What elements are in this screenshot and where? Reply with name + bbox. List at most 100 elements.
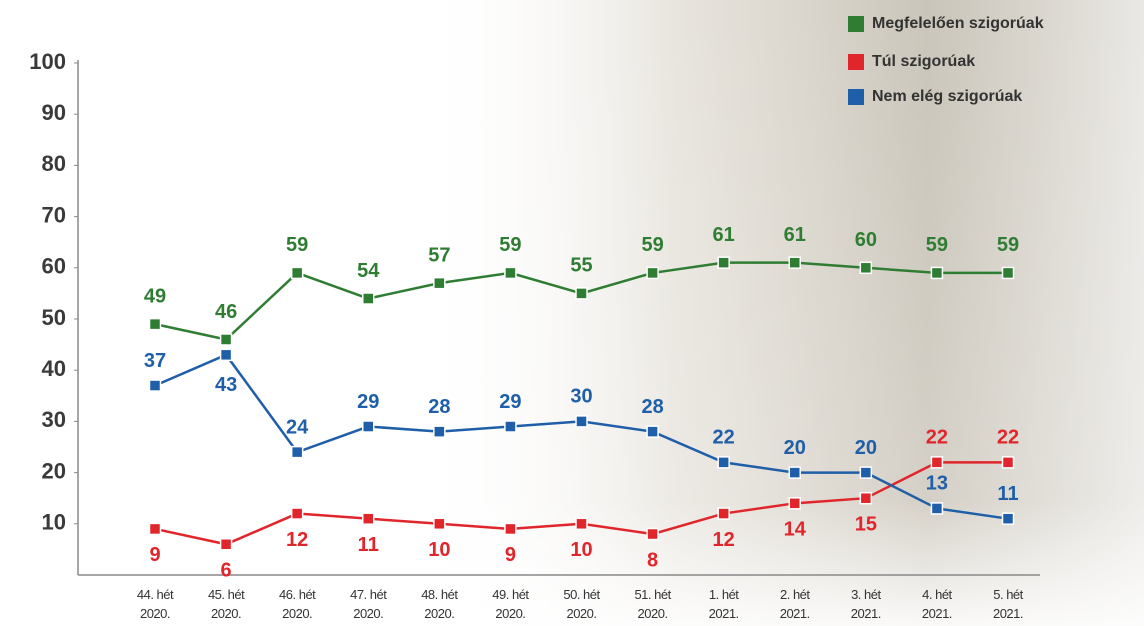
background-fade	[420, 0, 1144, 626]
legend-label: Megfelelően szigorúak	[872, 15, 1044, 32]
data-label: 9	[149, 544, 160, 566]
marker	[860, 493, 871, 504]
data-label: 22	[713, 427, 735, 449]
y-tick-label: 20	[42, 458, 66, 483]
data-label: 9	[505, 544, 516, 566]
y-tick-label: 60	[42, 254, 66, 279]
marker	[292, 447, 303, 458]
data-label: 12	[286, 529, 308, 551]
marker	[718, 457, 729, 468]
data-label: 22	[997, 427, 1019, 449]
marker	[221, 334, 232, 345]
legend-label: Túl szigorúak	[872, 53, 975, 70]
data-label: 46	[215, 301, 237, 323]
data-label: 59	[641, 234, 663, 256]
legend-swatch	[848, 16, 864, 32]
data-label: 55	[570, 255, 592, 277]
data-label: 61	[713, 224, 735, 246]
marker	[931, 267, 942, 278]
data-label: 28	[428, 396, 450, 418]
data-label: 59	[286, 234, 308, 256]
y-tick-label: 30	[42, 407, 66, 432]
marker	[1003, 267, 1014, 278]
data-label: 13	[926, 473, 948, 495]
marker	[647, 426, 658, 437]
marker	[931, 457, 942, 468]
data-label: 20	[855, 437, 877, 459]
marker	[292, 508, 303, 519]
data-label: 15	[855, 513, 877, 535]
marker	[576, 288, 587, 299]
data-label: 28	[641, 396, 663, 418]
data-label: 49	[144, 285, 166, 307]
data-label: 12	[713, 529, 735, 551]
data-label: 6	[221, 560, 232, 582]
data-label: 22	[926, 427, 948, 449]
marker	[789, 467, 800, 478]
data-label: 11	[997, 483, 1018, 505]
data-label: 29	[357, 391, 379, 413]
marker	[647, 529, 658, 540]
marker	[1003, 457, 1014, 468]
data-label: 59	[997, 234, 1019, 256]
marker	[150, 523, 161, 534]
marker	[505, 523, 516, 534]
data-label: 8	[647, 549, 658, 571]
data-label: 29	[499, 391, 521, 413]
marker	[292, 267, 303, 278]
marker	[789, 498, 800, 509]
data-label: 20	[784, 437, 806, 459]
data-label: 24	[286, 416, 309, 438]
marker	[1003, 513, 1014, 524]
marker	[576, 518, 587, 529]
marker	[718, 508, 729, 519]
data-label: 10	[570, 539, 592, 561]
marker	[647, 267, 658, 278]
marker	[363, 421, 374, 432]
y-tick-label: 70	[42, 202, 66, 227]
marker	[434, 518, 445, 529]
marker	[150, 380, 161, 391]
marker	[505, 421, 516, 432]
data-label: 37	[144, 350, 166, 372]
legend-swatch	[848, 89, 864, 105]
marker	[221, 349, 232, 360]
data-label: 11	[358, 534, 379, 556]
marker	[150, 319, 161, 330]
y-tick-label: 10	[42, 510, 66, 535]
y-tick-label: 40	[42, 356, 66, 381]
marker	[363, 293, 374, 304]
y-tick-label: 80	[42, 151, 66, 176]
marker	[434, 278, 445, 289]
data-label: 43	[215, 374, 237, 396]
marker	[505, 267, 516, 278]
y-tick-label: 100	[29, 49, 66, 74]
legend-label: Nem elég szigorúak	[872, 88, 1022, 105]
data-label: 61	[784, 224, 806, 246]
marker	[789, 257, 800, 268]
legend-swatch	[848, 54, 864, 70]
marker	[221, 539, 232, 550]
marker	[860, 467, 871, 478]
marker	[931, 503, 942, 514]
data-label: 60	[855, 229, 877, 251]
data-label: 30	[570, 386, 592, 408]
data-label: 14	[784, 519, 807, 541]
data-label: 59	[499, 234, 521, 256]
y-tick-label: 50	[42, 305, 66, 330]
marker	[718, 257, 729, 268]
data-label: 59	[926, 234, 948, 256]
data-label: 10	[428, 539, 450, 561]
marker	[363, 513, 374, 524]
data-label: 57	[428, 244, 450, 266]
data-label: 54	[357, 260, 380, 282]
marker	[434, 426, 445, 437]
marker	[860, 262, 871, 273]
chart: 10 20 30 40 50 60 70 80 90 100 44. hét2020. 45. hét…	[0, 0, 1144, 626]
marker	[576, 416, 587, 427]
y-tick-label: 90	[42, 100, 66, 125]
